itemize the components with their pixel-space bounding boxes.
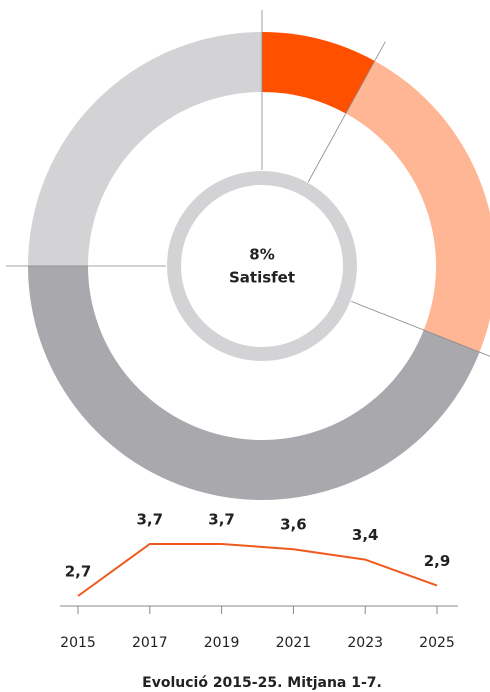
x-tick-label: 2025	[419, 635, 455, 651]
line-series	[77, 543, 438, 597]
donut-segment	[28, 32, 262, 266]
leader-line	[351, 300, 490, 357]
line-title: Evolució 2015-25. Mitjana 1-7.	[142, 675, 382, 691]
data-label: 2,7	[65, 563, 92, 581]
donut-segment	[345, 60, 490, 353]
x-tick-label: 2019	[204, 635, 240, 651]
x-tick-label: 2021	[276, 635, 312, 651]
leader-line	[307, 41, 386, 183]
center-label: Satisfet	[229, 269, 295, 287]
x-tick-label: 2017	[132, 635, 168, 651]
data-label: 3,7	[137, 511, 164, 529]
x-tick-label: 2023	[347, 635, 383, 651]
data-label: 3,7	[208, 511, 235, 529]
data-label: 3,6	[280, 516, 307, 534]
x-tick-label: 2015	[60, 635, 96, 651]
donut-segment	[28, 266, 480, 501]
data-label: 3,4	[352, 526, 379, 544]
center-value: 8%	[249, 246, 274, 264]
donut-segment	[262, 32, 375, 114]
data-label: 2,9	[424, 552, 451, 570]
center-ring	[167, 171, 357, 361]
